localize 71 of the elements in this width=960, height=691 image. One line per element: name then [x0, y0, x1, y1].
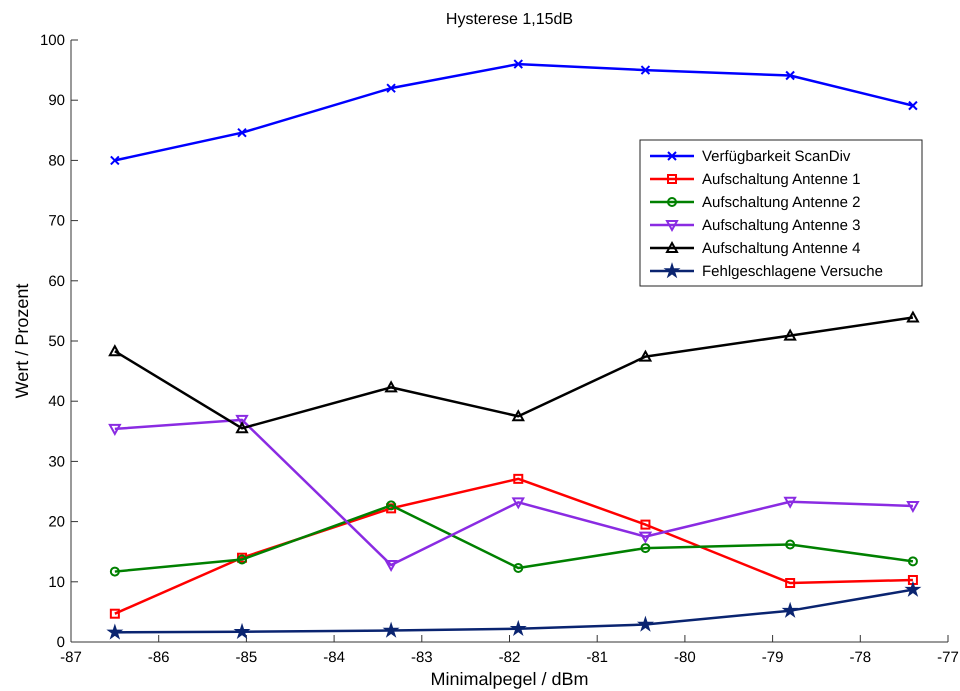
x-tick-label: -78	[849, 649, 872, 666]
point	[386, 503, 396, 514]
point	[107, 624, 122, 639]
point	[908, 574, 918, 585]
point	[385, 560, 398, 571]
x-tick-label: -77	[937, 649, 959, 666]
x-tick-label: -83	[410, 649, 433, 666]
point	[906, 312, 919, 323]
x-tick-label: -85	[236, 649, 258, 666]
point	[512, 410, 524, 422]
point	[639, 350, 652, 362]
point	[110, 566, 120, 577]
point	[384, 622, 399, 637]
point	[236, 422, 248, 434]
y-tick-label: 30	[48, 453, 65, 470]
point	[512, 497, 524, 508]
point	[234, 624, 250, 638]
x-tick-label: -79	[762, 649, 784, 666]
x-tick-label: -80	[674, 649, 696, 666]
point	[110, 608, 120, 619]
y-axis-title: Wert / Prozent	[12, 284, 32, 398]
legend-label: Aufschaltung Antenne 3	[702, 217, 860, 234]
y-tick-label: 80	[48, 152, 65, 170]
point	[784, 330, 796, 341]
point	[386, 500, 396, 510]
point	[906, 500, 919, 512]
y-tick-label: 100	[40, 32, 65, 49]
point	[108, 345, 121, 356]
point	[785, 539, 796, 550]
point	[108, 424, 121, 435]
legend-label: Aufschaltung Antenne 2	[702, 194, 860, 211]
point	[513, 562, 524, 573]
point	[905, 582, 920, 596]
point	[236, 414, 248, 426]
point	[110, 155, 120, 166]
legend-label: Verfügbarkeit ScanDiv	[702, 148, 851, 165]
y-tick-label: 60	[48, 272, 65, 290]
point	[640, 543, 650, 554]
x-tick-label: -84	[323, 649, 345, 666]
point	[785, 578, 796, 588]
x-tick-label: -81	[586, 649, 608, 666]
point	[385, 381, 398, 392]
legend-label: Fehlgeschlagene Versuche	[702, 263, 883, 280]
point	[908, 100, 918, 111]
x-tick-label: -82	[498, 649, 520, 666]
y-tick-label: 90	[48, 92, 65, 110]
point	[640, 520, 650, 530]
point	[638, 616, 653, 631]
y-tick-label: 10	[48, 574, 65, 591]
x-tick-label: -86	[148, 649, 170, 666]
point	[784, 496, 796, 508]
x-tick-label: -87	[60, 649, 82, 666]
point	[386, 83, 396, 94]
point	[785, 70, 796, 81]
point	[510, 620, 526, 636]
y-tick-label: 0	[56, 634, 65, 651]
point	[513, 474, 524, 484]
point	[513, 59, 524, 70]
legend-label: Aufschaltung Antenne 1	[702, 171, 860, 188]
legend-label: Aufschaltung Antenne 4	[702, 240, 860, 257]
y-tick-label: 40	[48, 393, 65, 410]
x-axis-title: Minimalpegel / dBm	[430, 669, 589, 689]
point	[782, 602, 798, 618]
point	[237, 128, 248, 138]
chart-title: Hysterese 1,15dB	[446, 11, 574, 28]
y-tick-label: 70	[48, 212, 65, 230]
point	[639, 532, 652, 543]
point	[640, 65, 650, 76]
y-tick-label: 50	[48, 333, 65, 350]
y-tick-label: 20	[48, 514, 65, 531]
point	[908, 556, 918, 566]
